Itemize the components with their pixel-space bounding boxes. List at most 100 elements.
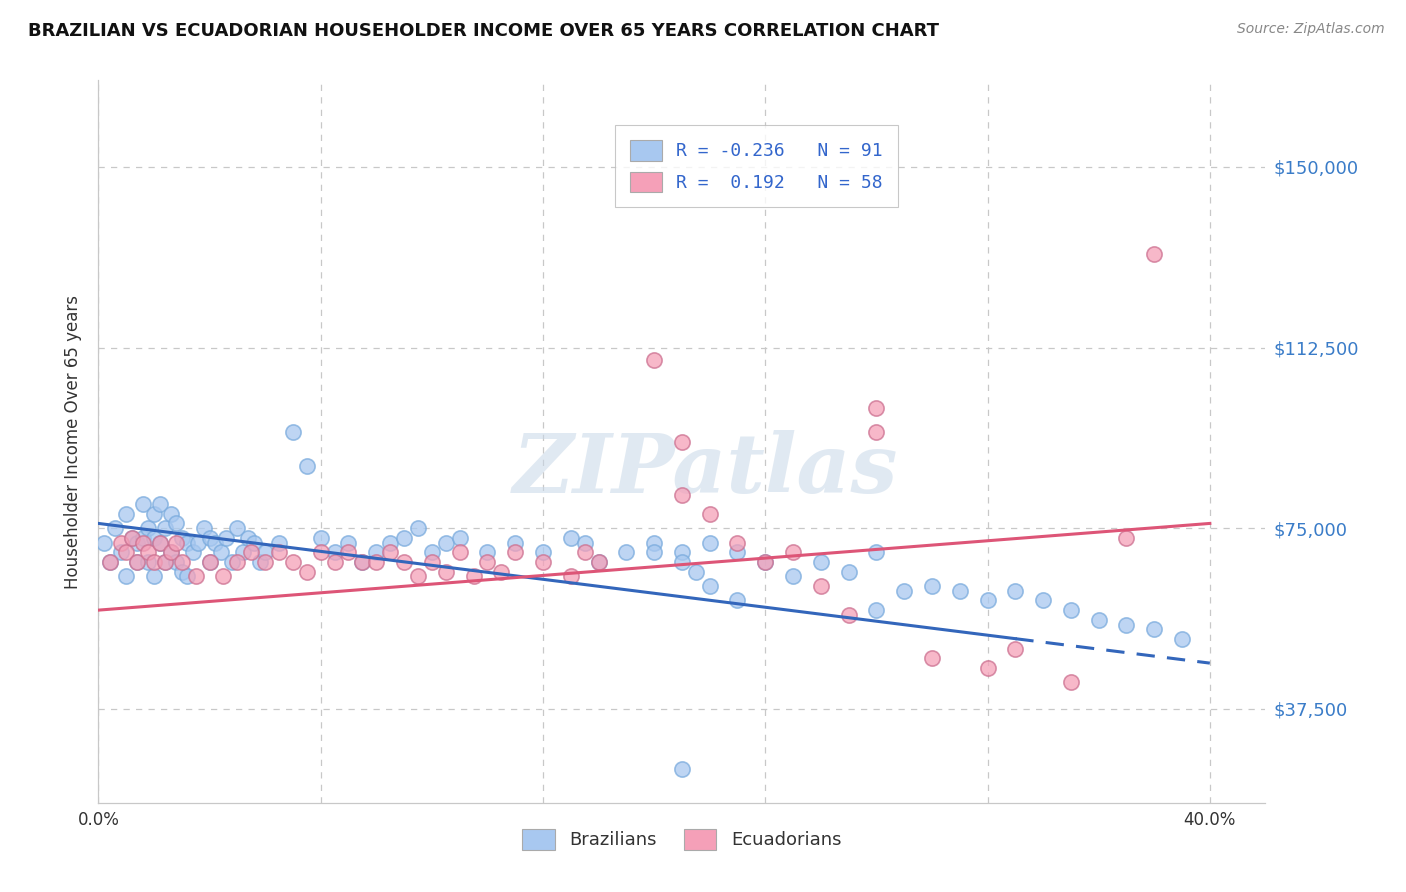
Point (352, 555, 374, 569)
Point (226, 555, 249, 569)
Point (420, 545, 443, 559)
Point (420, 555, 443, 569)
Point (643, 535, 665, 549)
Point (153, 555, 176, 569)
Point (699, 507, 721, 521)
Point (531, 555, 554, 569)
Point (132, 531, 155, 545)
Point (643, 352, 665, 367)
Point (1115, 617, 1137, 632)
Point (865, 545, 887, 559)
Point (138, 521, 160, 535)
Point (110, 535, 132, 549)
Point (380, 545, 402, 559)
Point (165, 535, 187, 549)
Point (921, 651, 943, 665)
Point (531, 545, 554, 559)
Point (574, 545, 596, 559)
Point (477, 555, 499, 569)
Point (132, 497, 155, 511)
Point (121, 531, 143, 545)
Text: BRAZILIAN VS ECUADORIAN HOUSEHOLDER INCOME OVER 65 YEARS CORRELATION CHART: BRAZILIAN VS ECUADORIAN HOUSEHOLDER INCO… (28, 22, 939, 40)
Point (949, 583, 972, 598)
Point (295, 565, 318, 579)
Point (138, 545, 160, 559)
Point (1060, 675, 1083, 690)
Point (121, 531, 143, 545)
Point (143, 555, 166, 569)
Point (323, 555, 346, 569)
Point (392, 555, 415, 569)
Point (380, 535, 402, 549)
Point (727, 545, 749, 559)
Point (232, 545, 254, 559)
Legend: Brazilians, Ecuadorians: Brazilians, Ecuadorians (513, 820, 851, 859)
Point (281, 555, 304, 569)
Point (503, 535, 526, 549)
Point (170, 555, 193, 569)
Point (198, 531, 221, 545)
Point (153, 521, 176, 535)
Point (1115, 531, 1137, 545)
Point (193, 521, 215, 535)
Point (685, 565, 707, 579)
Point (295, 458, 318, 473)
Point (249, 555, 271, 569)
Point (148, 535, 170, 549)
Point (1087, 613, 1109, 627)
Point (267, 545, 290, 559)
Point (104, 521, 127, 535)
Point (574, 535, 596, 549)
Point (309, 531, 332, 545)
Point (838, 565, 860, 579)
Point (449, 545, 471, 559)
Point (198, 555, 221, 569)
Point (754, 555, 776, 569)
Point (212, 569, 235, 583)
Point (337, 545, 360, 559)
Point (782, 545, 804, 559)
Point (127, 535, 149, 549)
Point (153, 555, 176, 569)
Point (267, 535, 290, 549)
Point (810, 579, 832, 593)
Point (1171, 632, 1194, 646)
Point (392, 531, 415, 545)
Point (184, 569, 207, 583)
Point (893, 583, 915, 598)
Point (865, 401, 887, 415)
Point (614, 545, 637, 559)
Point (1143, 246, 1166, 260)
Point (243, 535, 266, 549)
Point (1032, 593, 1054, 607)
Point (352, 555, 374, 569)
Point (181, 545, 204, 559)
Point (170, 565, 193, 579)
Point (215, 531, 238, 545)
Point (671, 487, 693, 501)
Point (810, 555, 832, 569)
Point (406, 569, 429, 583)
Point (143, 531, 166, 545)
Point (176, 535, 198, 549)
Point (366, 545, 388, 559)
Point (503, 545, 526, 559)
Point (1060, 603, 1083, 617)
Point (148, 535, 170, 549)
Point (281, 425, 304, 439)
Point (159, 545, 181, 559)
Point (406, 521, 429, 535)
Point (434, 535, 457, 549)
Point (1143, 623, 1166, 637)
Point (671, 434, 693, 449)
Point (254, 545, 277, 559)
Point (240, 545, 263, 559)
Point (226, 521, 249, 535)
Point (491, 565, 513, 579)
Point (187, 535, 209, 549)
Point (159, 507, 181, 521)
Point (110, 545, 132, 559)
Point (588, 555, 610, 569)
Point (699, 579, 721, 593)
Point (671, 555, 693, 569)
